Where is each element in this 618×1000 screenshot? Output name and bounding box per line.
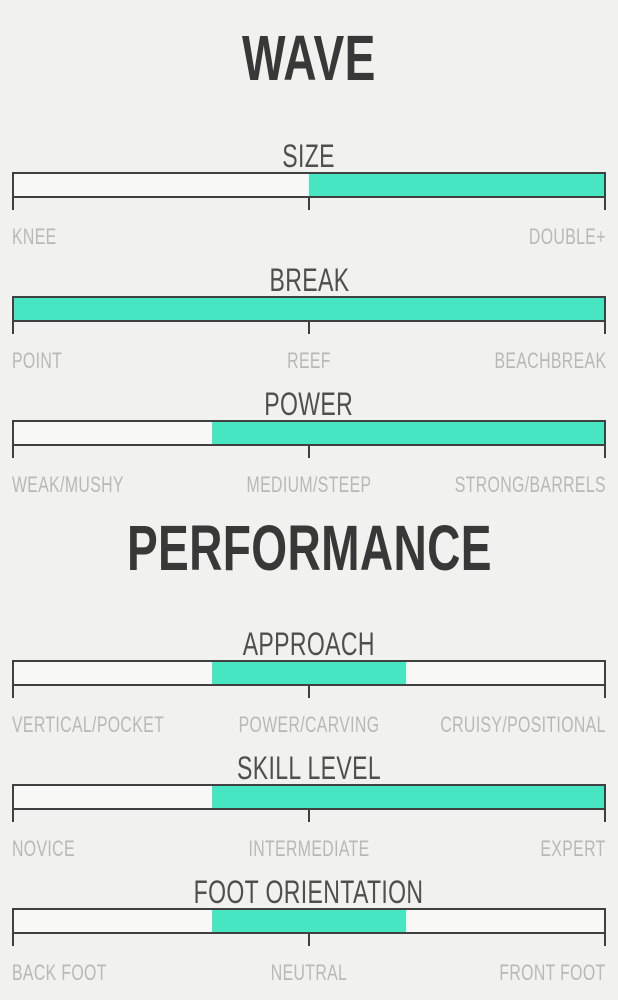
section-title: WAVE — [12, 26, 606, 90]
slider-label-text: FOOT ORIENTATION — [194, 874, 424, 910]
tick-row — [12, 810, 606, 822]
slider-label: FOOT ORIENTATION — [12, 876, 606, 908]
tick-label-left: WEAK/MUSHY — [12, 472, 124, 497]
tick-label-center: MEDIUM/STEEP — [246, 472, 372, 497]
tick-mark-right — [604, 934, 606, 946]
section-title: PERFORMANCE — [12, 516, 606, 580]
slider-track — [12, 296, 606, 322]
tick-label-left: BACK FOOT — [12, 960, 107, 985]
tick-label-center: NEUTRAL — [270, 960, 348, 985]
tick-row — [12, 198, 606, 210]
range-indicator: POWER WEAK/MUSHY MEDIUM/STEEP STRONG/BAR… — [12, 388, 606, 496]
tick-row — [12, 322, 606, 334]
slider-label: POWER — [12, 388, 606, 420]
tick-label-center: POWER/CARVING — [238, 712, 380, 737]
tick-label-left: KNEE — [12, 224, 57, 249]
tick-label-center: INTERMEDIATE — [248, 836, 370, 861]
range-indicator: FOOT ORIENTATION BACK FOOT NEUTRAL FRONT… — [12, 876, 606, 984]
slider-track — [12, 908, 606, 934]
range-indicator: BREAK POINT REEF BEACHBREAK — [12, 264, 606, 372]
tick-row — [12, 934, 606, 946]
tick-mark-right — [604, 446, 606, 458]
tick-row — [12, 686, 606, 698]
tick-label-right: FRONT FOOT — [499, 960, 606, 985]
range-indicator: SKILL LEVEL NOVICE INTERMEDIATE EXPERT — [12, 752, 606, 860]
tick-mark-center — [308, 198, 310, 210]
slider-label-text: SIZE — [282, 138, 336, 174]
slider-label: SIZE — [12, 140, 606, 172]
slider-track — [12, 420, 606, 446]
tick-row — [12, 446, 606, 458]
slider-fill — [309, 174, 604, 196]
tick-labels: VERTICAL/POCKET POWER/CARVING CRUISY/POS… — [12, 714, 606, 736]
tick-label-left: VERTICAL/POCKET — [12, 712, 165, 737]
tick-mark-right — [604, 198, 606, 210]
tick-mark-left — [12, 810, 14, 822]
range-indicator: APPROACH VERTICAL/POCKET POWER/CARVING C… — [12, 628, 606, 736]
slider-track — [12, 660, 606, 686]
tick-labels: NOVICE INTERMEDIATE EXPERT — [12, 838, 606, 860]
tick-mark-center — [308, 446, 310, 458]
range-indicator: SIZE KNEE DOUBLE+ — [12, 140, 606, 248]
tick-label-left: NOVICE — [12, 836, 75, 861]
slider-fill — [211, 910, 407, 932]
slider-fill — [211, 786, 604, 808]
slider-label-text: APPROACH — [242, 626, 376, 662]
section-title-text: WAVE — [242, 22, 376, 94]
slider-fill — [211, 422, 604, 444]
chart-groups: WAVE SIZE KNEE DOUBLE+ BREAK — [0, 26, 618, 984]
tick-mark-center — [308, 322, 310, 334]
slider-fill — [14, 298, 604, 320]
tick-label-center: REEF — [287, 348, 331, 373]
slider-label: SKILL LEVEL — [12, 752, 606, 784]
tick-label-left: POINT — [12, 348, 63, 373]
slider-label: BREAK — [12, 264, 606, 296]
tick-labels: WEAK/MUSHY MEDIUM/STEEP STRONG/BARRELS — [12, 474, 606, 496]
tick-mark-right — [604, 810, 606, 822]
slider-track — [12, 784, 606, 810]
tick-label-right: CRUISY/POSITIONAL — [440, 712, 606, 737]
tick-labels: KNEE DOUBLE+ — [12, 226, 606, 248]
slider-track — [12, 172, 606, 198]
tick-mark-right — [604, 686, 606, 698]
slider-label-text: SKILL LEVEL — [237, 750, 381, 786]
tick-mark-center — [308, 810, 310, 822]
tick-mark-left — [12, 934, 14, 946]
tick-label-right: DOUBLE+ — [529, 224, 606, 249]
tick-mark-left — [12, 686, 14, 698]
tick-mark-center — [308, 686, 310, 698]
tick-mark-right — [604, 322, 606, 334]
tick-mark-left — [12, 198, 14, 210]
slider-fill — [211, 662, 407, 684]
section-title-text: PERFORMANCE — [126, 512, 492, 584]
slider-label: APPROACH — [12, 628, 606, 660]
tick-mark-left — [12, 446, 14, 458]
tick-mark-center — [308, 934, 310, 946]
tick-mark-left — [12, 322, 14, 334]
tick-labels: POINT REEF BEACHBREAK — [12, 350, 606, 372]
tick-labels: BACK FOOT NEUTRAL FRONT FOOT — [12, 962, 606, 984]
tick-label-right: STRONG/BARRELS — [454, 472, 606, 497]
slider-label-text: POWER — [264, 386, 354, 422]
slider-label-text: BREAK — [269, 262, 349, 298]
tick-label-right: BEACHBREAK — [494, 348, 606, 373]
tick-label-right: EXPERT — [540, 836, 606, 861]
